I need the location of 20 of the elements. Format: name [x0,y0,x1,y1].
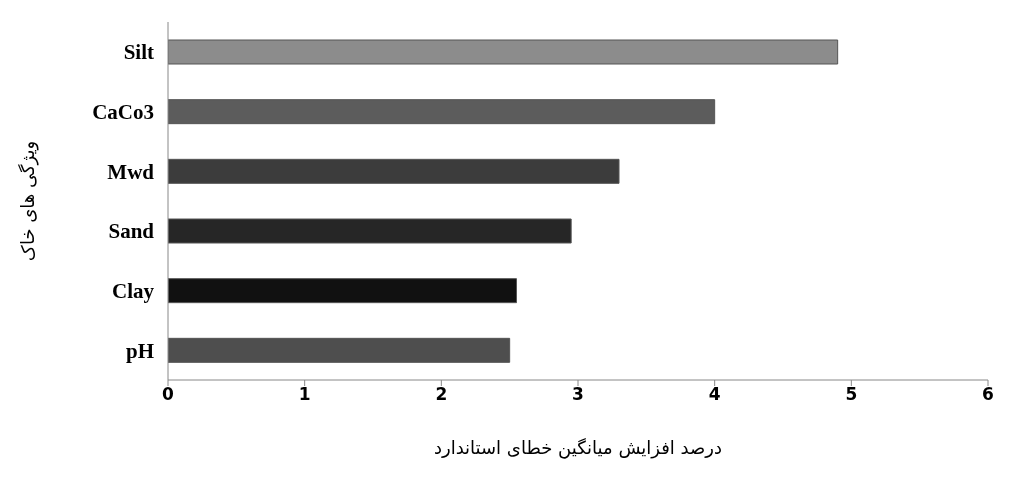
x-tick-label: 4 [708,384,721,405]
y-axis-title: ویژگی های خاک [17,140,40,262]
x-tick-label: 2 [435,384,448,405]
bar [168,158,620,184]
y-tick-label: Sand [108,219,155,244]
bar [168,99,716,125]
x-tick-label: 5 [845,384,858,405]
x-tick-label: 0 [162,384,175,405]
y-tick-label: Silt [123,40,154,65]
y-tick-label: Clay [112,278,155,303]
y-tick-label: CaCo3 [92,99,154,124]
x-axis-title: درصد افزایش میانگین خطای استاندارد [433,437,723,459]
bar [168,278,517,304]
bar [168,337,511,363]
x-tick-label: 6 [982,384,994,405]
y-tick-label: Mwd [107,159,155,184]
y-tick-label: pH [125,338,154,363]
bar [168,218,572,244]
x-tick-label: 3 [572,384,584,405]
x-tick-label: 1 [298,384,311,405]
